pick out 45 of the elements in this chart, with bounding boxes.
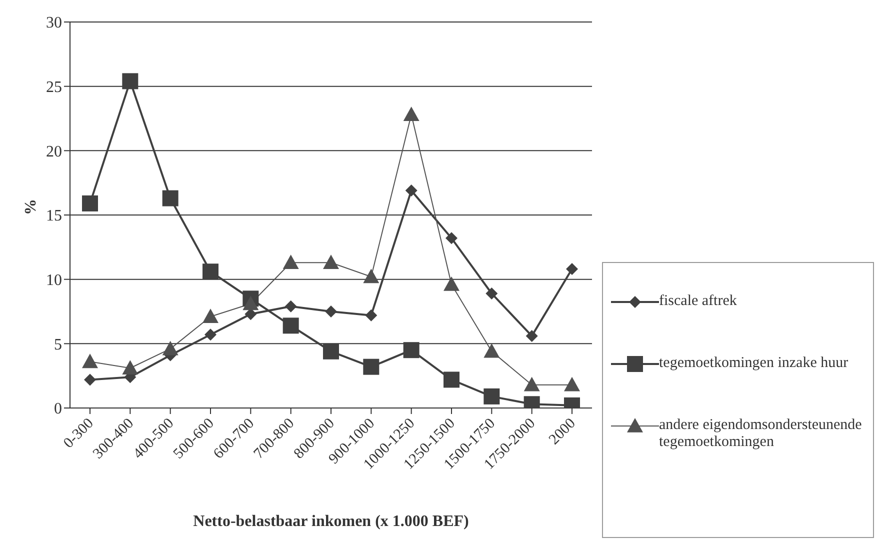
point [363, 268, 380, 284]
point [162, 340, 178, 356]
point [202, 264, 218, 280]
point [82, 195, 98, 212]
y-tick-label: 5 [54, 336, 62, 354]
point [444, 372, 460, 388]
point [284, 300, 297, 312]
point [444, 276, 460, 291]
point [282, 254, 299, 270]
y-tick-label: 0 [54, 400, 62, 418]
point [365, 309, 378, 322]
y-tick-label: 25 [46, 79, 62, 96]
point [566, 263, 578, 276]
legend-label: fiscale aftrek [659, 293, 737, 310]
point [323, 343, 339, 360]
point [82, 354, 98, 368]
point [405, 184, 418, 197]
point [242, 296, 259, 310]
point [162, 190, 178, 206]
point [363, 358, 380, 375]
point [204, 328, 216, 341]
point [484, 343, 500, 358]
point [325, 306, 337, 318]
y-tick-label: 20 [46, 143, 62, 160]
legend-label: tegemoetkomingen inzake huur [659, 355, 848, 372]
point [484, 388, 500, 404]
y-tick-label: 10 [46, 272, 62, 290]
point [282, 318, 299, 334]
y-axis-title: % [22, 199, 40, 215]
point [84, 374, 96, 386]
point [122, 73, 138, 90]
y-tick-label: 30 [46, 14, 62, 32]
point [524, 376, 540, 392]
point [486, 287, 498, 300]
point [446, 232, 458, 244]
x-axis-title: Netto-belastbaar inkomen (x 1.000 BEF) [193, 513, 469, 530]
point [526, 330, 538, 342]
point [403, 106, 420, 122]
y-tick-label: 15 [46, 208, 62, 225]
legend-label: andere eigendomsondersteunende tegemoetkomingen [659, 417, 863, 451]
point [403, 342, 420, 358]
point [564, 376, 580, 392]
point [122, 360, 138, 375]
point [202, 308, 218, 324]
point [323, 254, 339, 270]
